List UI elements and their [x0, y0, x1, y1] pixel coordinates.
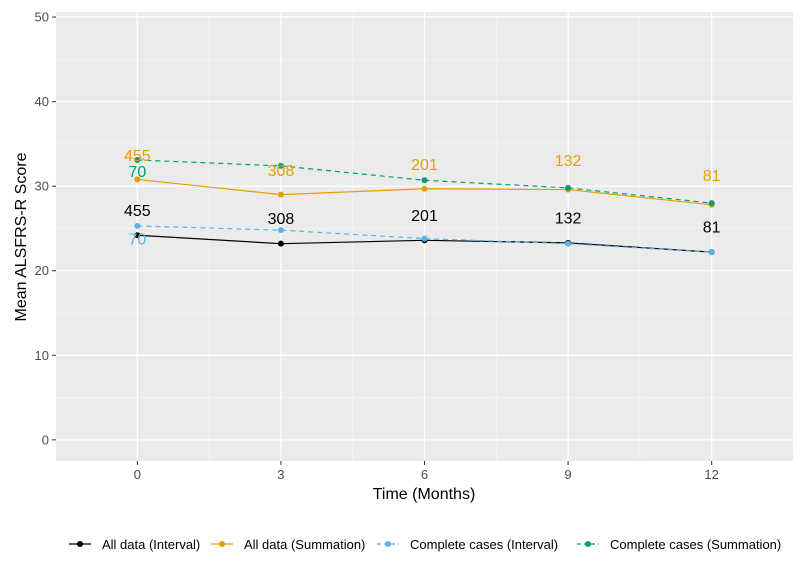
data-point	[421, 185, 428, 192]
data-point	[134, 222, 141, 229]
series-line-3	[137, 225, 712, 253]
major-gridlines	[56, 12, 793, 461]
x-tick-label: 9	[564, 467, 571, 482]
series-line-4	[137, 159, 712, 204]
legend-key-point	[77, 541, 83, 547]
y-tick-label: 40	[35, 94, 49, 109]
legend-key-point	[385, 541, 391, 547]
data-label: 81	[703, 168, 721, 185]
data-label: 81	[703, 220, 721, 237]
x-tick-label: 3	[277, 467, 284, 482]
series-points	[134, 156, 715, 256]
data-label: 132	[555, 153, 582, 170]
legend-label: All data (Interval)	[102, 537, 200, 552]
y-tick-label: 30	[35, 179, 49, 194]
data-point	[708, 249, 715, 256]
legend-key-point	[219, 541, 225, 547]
data-label: 132	[555, 210, 582, 227]
data-point	[421, 235, 428, 242]
data-point	[421, 177, 428, 184]
y-tick-label: 50	[35, 10, 49, 25]
x-tick-label: 12	[704, 467, 718, 482]
data-label: 455	[124, 203, 151, 220]
data-label: 70	[128, 164, 146, 181]
data-point	[708, 200, 715, 207]
data-point	[277, 227, 284, 234]
data-point	[134, 232, 141, 239]
data-labels: 455 308 201 132 81 455 308 201 132 81 70 70	[124, 148, 721, 249]
data-label: 201	[411, 157, 438, 174]
data-point	[277, 162, 284, 169]
legend-label: Complete cases (Interval)	[410, 537, 558, 552]
data-point	[565, 240, 572, 247]
y-tick-label: 10	[35, 348, 49, 363]
y-axis: 0 10 20 30 40 50	[35, 10, 56, 447]
legend-label: Complete cases (Summation)	[610, 537, 781, 552]
legend-key-point	[585, 541, 591, 547]
y-tick-label: 0	[42, 432, 49, 447]
y-tick-label: 20	[35, 263, 49, 278]
y-axis-title: Mean ALSFRS-R Score	[13, 152, 30, 321]
data-label: 201	[411, 208, 438, 225]
legend: All data (Interval) All data (Summation) C…	[69, 537, 781, 552]
data-point	[277, 191, 284, 198]
data-label: 455	[124, 148, 151, 165]
data-label: 70	[128, 232, 146, 249]
data-point	[134, 156, 141, 163]
data-point	[134, 176, 141, 183]
x-axis-title: Time (Months)	[373, 486, 476, 503]
x-axis: 0 3 6 9 12	[134, 461, 719, 482]
data-label: 308	[268, 163, 295, 180]
data-point	[277, 240, 284, 247]
x-tick-label: 0	[134, 467, 141, 482]
data-label: 308	[268, 211, 295, 228]
data-point	[565, 184, 572, 191]
x-tick-label: 6	[421, 467, 428, 482]
legend-label: All data (Summation)	[244, 537, 365, 552]
